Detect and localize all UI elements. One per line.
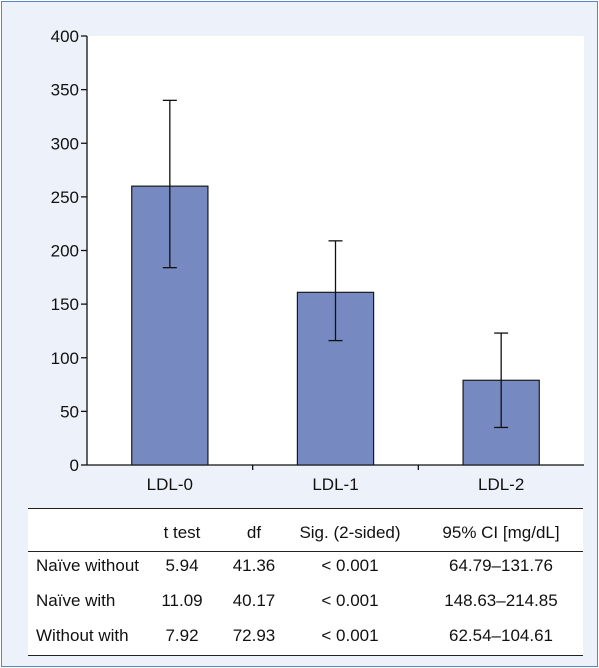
table-header-row: t test df Sig. (2-sided) 95% CI [mg/dL]: [28, 518, 583, 548]
sig-cell: < 0.001: [321, 556, 379, 575]
t-test-cell: 7.92: [165, 626, 199, 645]
x-tick-label: LDL-0: [147, 475, 193, 494]
ci-cell: 64.79–131.76: [449, 556, 553, 575]
table-row: Without with 7.92 72.93 < 0.001 62.54–10…: [28, 621, 583, 651]
table-row: Naïve with 11.09 40.17 < 0.001 148.63–21…: [28, 586, 583, 616]
row-label: Naïve without: [36, 556, 139, 575]
x-tick-label: LDL-1: [312, 475, 358, 494]
y-tick-label: 300: [51, 134, 79, 153]
y-tick-label: 250: [51, 188, 79, 207]
y-tick-label: 200: [51, 242, 79, 261]
table-bottom-rule: [28, 655, 583, 656]
header-cell: df: [246, 523, 262, 542]
t-test-cell: 5.94: [165, 556, 199, 575]
df-cell: 41.36: [232, 556, 276, 575]
y-tick-label: 50: [60, 402, 79, 421]
y-axis: 0 50 100 150 200 250 300 350 400: [51, 27, 88, 475]
ci-cell: 62.54–104.61: [449, 626, 553, 645]
df-cell: 40.17: [232, 591, 276, 610]
statistics-table: t test df Sig. (2-sided) 95% CI [mg/dL] …: [28, 508, 583, 656]
table-header-rule: [28, 551, 583, 552]
t-test-cell: 11.09: [161, 591, 203, 610]
sig-cell: < 0.001: [321, 591, 379, 610]
header-cell: Sig. (2-sided): [299, 523, 401, 542]
row-label: Naïve with: [36, 591, 116, 610]
y-tick-label: 100: [51, 349, 79, 368]
df-cell: 72.93: [232, 626, 276, 645]
bar-chart: 0 50 100 150 200 250 300 350 400 LDL-0 LDL-1 LDL-2: [51, 27, 584, 494]
header-cell: t test: [163, 523, 201, 542]
error-bars: [162, 99, 509, 429]
table-top-rule: [28, 508, 583, 509]
sig-cell: < 0.001: [321, 626, 379, 645]
y-tick-label: 400: [51, 27, 79, 46]
x-tick-label: LDL-2: [478, 475, 524, 494]
row-label: Without with: [36, 626, 129, 645]
x-axis: LDL-0 LDL-1 LDL-2: [87, 464, 584, 494]
y-tick-label: 0: [70, 456, 79, 475]
header-cell: 95% CI [mg/dL]: [442, 523, 560, 542]
bar: [296, 291, 375, 466]
table-row: Naïve without 5.94 41.36 < 0.001 64.79–1…: [28, 551, 583, 581]
y-tick-label: 350: [51, 81, 79, 100]
y-tick-label: 150: [51, 295, 79, 314]
ci-cell: 148.63–214.85: [444, 591, 558, 610]
